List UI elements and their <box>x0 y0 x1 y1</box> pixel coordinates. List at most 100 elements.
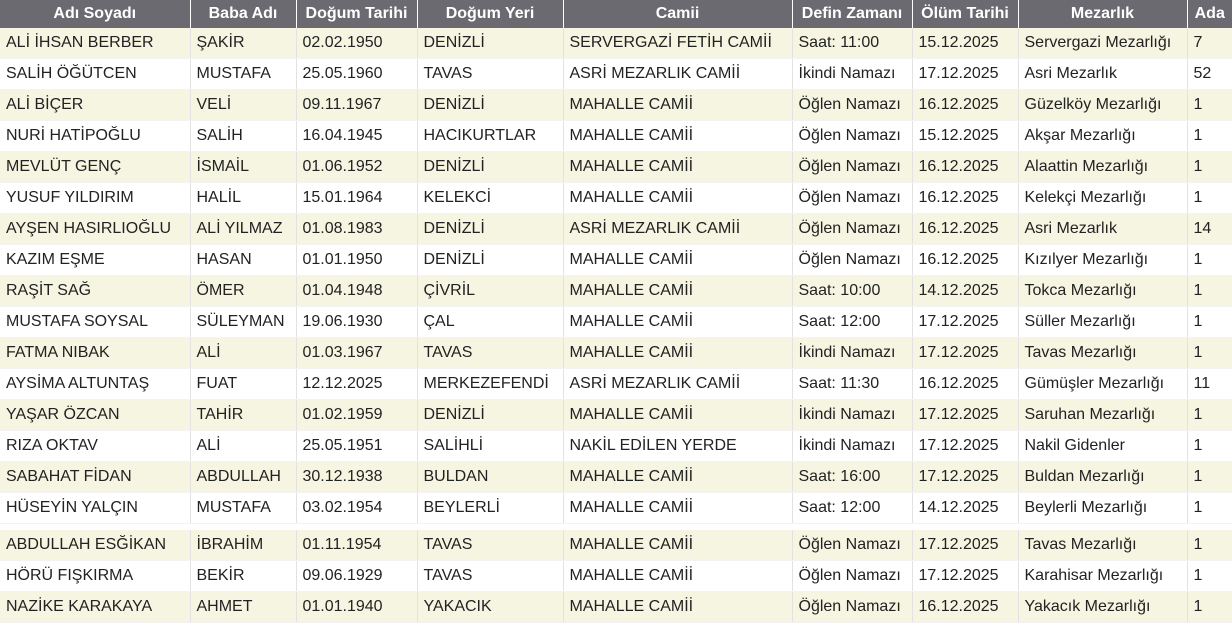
table-row[interactable]: NURİ HATİPOĞLU SALİH 16.04.1945 HACIKURTLAR… <box>0 120 1232 152</box>
cell-birth-date: 16.04.1945 <box>296 120 418 152</box>
cell-plot: 1 <box>1187 244 1232 276</box>
cell-burial-time: Saat: 11:00 <box>792 28 913 59</box>
cell-death-date: 16.12.2025 <box>912 151 1019 183</box>
table-row[interactable]: YUSUF YILDIRIM HALİL 15.01.1964 KELEKCİ MAHA… <box>0 182 1232 214</box>
table-row[interactable]: AYŞEN HASIRLIOĞLU ALİ YILMAZ 01.08.1983 DEN… <box>0 213 1232 245</box>
cell-cemetery: Saruhan Mezarlığı <box>1018 399 1188 431</box>
cell-burial-time: Öğlen Namazı <box>792 530 913 561</box>
cell-name: KAZIM EŞME <box>0 244 191 276</box>
cell-burial-time: İkindi Namazı <box>792 399 913 431</box>
cell-death-date: 17.12.2025 <box>912 306 1019 338</box>
cell-father-name: ALİ <box>190 337 297 369</box>
cell-death-date: 17.12.2025 <box>912 399 1019 431</box>
cell-birth-place: BEYLERLİ <box>417 492 564 524</box>
cell-father-name: HASAN <box>190 244 297 276</box>
column-header-mosque[interactable]: Camii <box>563 0 793 28</box>
cell-cemetery: Tokca Mezarlığı <box>1018 275 1188 307</box>
cell-name: MUSTAFA SOYSAL <box>0 306 191 338</box>
cell-name: SABAHAT FİDAN <box>0 461 191 493</box>
cell-cemetery: Buldan Mezarlığı <box>1018 461 1188 493</box>
column-header-plot[interactable]: Ada <box>1187 0 1232 28</box>
cell-cemetery: Asri Mezarlık <box>1018 58 1188 90</box>
cell-mosque: MAHALLE CAMİİ <box>563 492 793 524</box>
cell-father-name: SÜLEYMAN <box>190 306 297 338</box>
cell-cemetery: Süller Mezarlığı <box>1018 306 1188 338</box>
cell-birth-date: 01.11.1954 <box>296 530 418 561</box>
table-row[interactable]: SABAHAT FİDAN ABDULLAH 30.12.1938 BULDAN MAH… <box>0 461 1232 493</box>
table-row[interactable]: SALİH ÖĞÜTCEN MUSTAFA 25.05.1960 TAVAS ASRİ … <box>0 58 1232 90</box>
cell-father-name: ŞAKİR <box>190 28 297 59</box>
cell-cemetery: Tavas Mezarlığı <box>1018 337 1188 369</box>
table-row[interactable]: YAŞAR ÖZCAN TAHİR 01.02.1959 DENİZLİ MAHALLE… <box>0 399 1232 431</box>
table-row[interactable]: MEVLÜT GENÇ İSMAİL 01.06.1952 DENİZLİ MAHALL… <box>0 151 1232 183</box>
cell-father-name: ÖMER <box>190 275 297 307</box>
cell-birth-date: 01.08.1983 <box>296 213 418 245</box>
cell-birth-place: HACIKURTLAR <box>417 120 564 152</box>
cell-plot: 52 <box>1187 58 1232 90</box>
table-row[interactable]: RAŞİT SAĞ ÖMER 01.04.1948 ÇİVRİL MAHALLE CAM… <box>0 275 1232 307</box>
cell-father-name: ALİ <box>190 430 297 462</box>
cell-name: YUSUF YILDIRIM <box>0 182 191 214</box>
cell-burial-time: Öğlen Namazı <box>792 244 913 276</box>
cell-birth-date: 03.02.1954 <box>296 492 418 524</box>
cell-father-name: MUSTAFA <box>190 492 297 524</box>
cell-death-date: 15.12.2025 <box>912 28 1019 59</box>
table-row[interactable]: MUSTAFA SOYSAL SÜLEYMAN 19.06.1930 ÇAL MAHAL… <box>0 306 1232 338</box>
cell-birth-date: 09.11.1967 <box>296 89 418 121</box>
cell-father-name: HALİL <box>190 182 297 214</box>
cell-plot: 1 <box>1187 151 1232 183</box>
column-header-name[interactable]: Adı Soyadı <box>0 0 191 28</box>
cell-burial-time: Saat: 11:30 <box>792 368 913 400</box>
cell-birth-place: YAKACIK <box>417 591 564 623</box>
cell-birth-place: TAVAS <box>417 58 564 90</box>
cell-father-name: TAHİR <box>190 399 297 431</box>
cell-plot: 1 <box>1187 530 1232 561</box>
cell-death-date: 17.12.2025 <box>912 560 1019 592</box>
column-header-burial-time[interactable]: Defin Zamanı <box>792 0 913 28</box>
cell-birth-date: 01.02.1959 <box>296 399 418 431</box>
cell-cemetery: Asri Mezarlık <box>1018 213 1188 245</box>
column-header-death-date[interactable]: Ölüm Tarihi <box>912 0 1019 28</box>
table-row[interactable]: FATMA NIBAK ALİ 01.03.1967 TAVAS MAHALLE CAM… <box>0 337 1232 369</box>
table-row[interactable]: NAZİKE KARAKAYA AHMET 01.01.1940 YAKACIK MAH… <box>0 591 1232 623</box>
cell-name: MEVLÜT GENÇ <box>0 151 191 183</box>
table-row[interactable]: ALİ BİÇER VELİ 09.11.1967 DENİZLİ MAHALLE CA… <box>0 89 1232 121</box>
cell-plot: 1 <box>1187 182 1232 214</box>
cell-birth-place: BULDAN <box>417 461 564 493</box>
column-header-birth-date[interactable]: Doğum Tarihi <box>296 0 418 28</box>
cell-father-name: VELİ <box>190 89 297 121</box>
table-row[interactable]: HÖRÜ FIŞKIRMA BEKİR 09.06.1929 TAVAS MAHALLE… <box>0 560 1232 592</box>
cell-burial-time: İkindi Namazı <box>792 58 913 90</box>
cell-name: AYSİMA ALTUNTAŞ <box>0 368 191 400</box>
cell-mosque: MAHALLE CAMİİ <box>563 530 793 561</box>
cell-plot: 1 <box>1187 89 1232 121</box>
cell-father-name: BEKİR <box>190 560 297 592</box>
table-row[interactable]: RIZA OKTAV ALİ 25.05.1951 SALİHLİ NAKİL EDİL… <box>0 430 1232 462</box>
table-row[interactable]: HÜSEYİN YALÇIN MUSTAFA 03.02.1954 BEYLERLİ M… <box>0 492 1232 524</box>
cell-name: FATMA NIBAK <box>0 337 191 369</box>
cell-father-name: ALİ YILMAZ <box>190 213 297 245</box>
cell-father-name: İBRAHİM <box>190 530 297 561</box>
cell-mosque: ASRİ MEZARLIK CAMİİ <box>563 213 793 245</box>
table-row[interactable]: ABDULLAH ESĞİKAN İBRAHİM 01.11.1954 TAVAS MA… <box>0 530 1232 561</box>
cell-father-name: SALİH <box>190 120 297 152</box>
column-header-cemetery[interactable]: Mezarlık <box>1018 0 1188 28</box>
cell-birth-place: DENİZLİ <box>417 399 564 431</box>
cell-name: SALİH ÖĞÜTCEN <box>0 58 191 90</box>
cell-mosque: MAHALLE CAMİİ <box>563 399 793 431</box>
cell-father-name: AHMET <box>190 591 297 623</box>
cell-mosque: MAHALLE CAMİİ <box>563 275 793 307</box>
table-row[interactable]: ALİ İHSAN BERBER ŞAKİR 02.02.1950 DENİZLİ SE… <box>0 28 1232 59</box>
cell-death-date: 17.12.2025 <box>912 530 1019 561</box>
table-row[interactable]: AYSİMA ALTUNTAŞ FUAT 12.12.2025 MERKEZEFEND… <box>0 368 1232 400</box>
cell-birth-date: 25.05.1951 <box>296 430 418 462</box>
cell-burial-time: Öğlen Namazı <box>792 591 913 623</box>
column-header-father-name[interactable]: Baba Adı <box>190 0 297 28</box>
cell-birth-place: DENİZLİ <box>417 89 564 121</box>
table-row[interactable]: KAZIM EŞME HASAN 01.01.1950 DENİZLİ MAHALLE … <box>0 244 1232 276</box>
cell-birth-place: DENİZLİ <box>417 28 564 59</box>
cell-birth-place: ÇAL <box>417 306 564 338</box>
cell-mosque: MAHALLE CAMİİ <box>563 337 793 369</box>
column-header-birth-place[interactable]: Doğum Yeri <box>417 0 564 28</box>
